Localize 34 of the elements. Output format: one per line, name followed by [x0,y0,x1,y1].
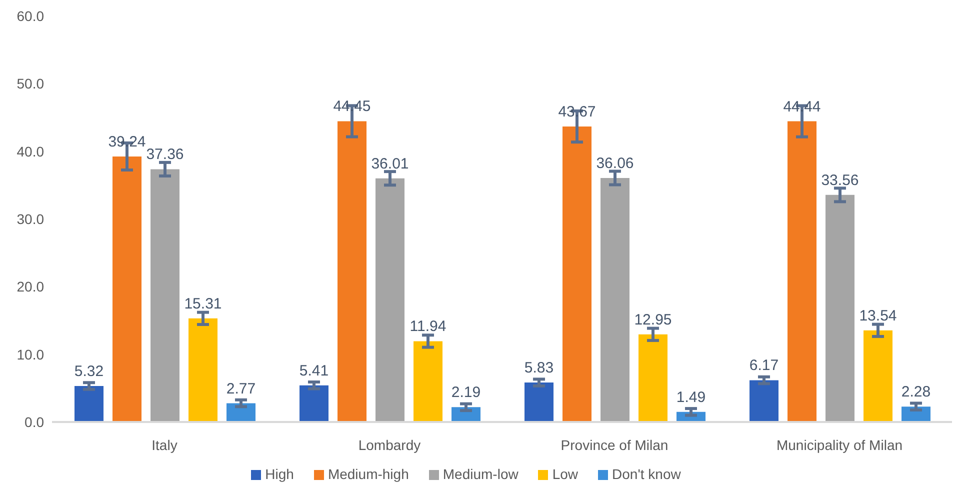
data-label: 6.17 [749,357,779,374]
data-label: 37.36 [146,146,184,164]
y-tick-label: 0.0 [24,414,44,430]
data-label: 36.06 [596,154,634,172]
data-label: 2.77 [226,380,256,398]
data-label: 15.31 [184,295,222,312]
x-tick-label: Municipality of Milan [776,436,903,453]
data-label: 2.28 [901,384,931,401]
x-tick-label: Province of Milan [560,436,668,453]
y-tick-label: 10.0 [16,346,44,362]
y-tick-label: 40.0 [16,143,44,160]
data-label: 39.24 [108,133,146,150]
legend-label: Medium-low [442,466,518,482]
x-tick-label: Italy [152,436,178,453]
data-label: 2.19 [451,384,481,402]
data-label: 5.32 [74,363,104,380]
y-tick-label: 50.0 [16,76,44,92]
y-tick-label: 60.0 [16,8,44,24]
data-label: 1.49 [676,388,706,406]
y-tick-label: 20.0 [16,278,44,295]
data-label: 44.44 [783,98,821,116]
legend-label: Low [552,466,578,482]
data-label: 12.95 [634,311,672,328]
x-tick-label: Lombardy [358,436,421,453]
data-label: 5.83 [524,360,554,377]
legend-label: Medium-high [328,466,409,482]
data-label: 36.01 [371,155,409,172]
data-label: 33.56 [821,172,859,189]
data-label: 11.94 [410,318,446,336]
legend-label: Don't know [612,466,681,482]
data-label: 5.41 [299,362,329,380]
y-tick-label: 30.0 [16,210,44,227]
legend-label: High [265,466,294,482]
data-label: 13.54 [859,307,897,324]
